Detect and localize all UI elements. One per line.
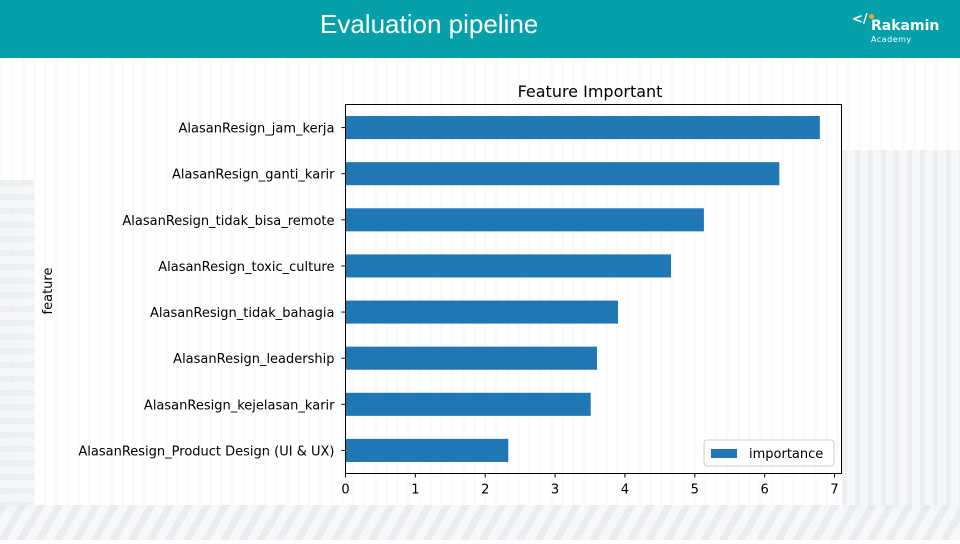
x-tick-label: 1	[411, 483, 419, 498]
bar-3	[345, 254, 672, 278]
y-tick-label: AlasanResign_toxic_culture	[158, 260, 334, 275]
plot-frame	[345, 104, 842, 474]
y-tick-label: AlasanResign_leadership	[173, 352, 334, 367]
slide-header: Evaluation pipeline </ Rakamin Academy	[0, 0, 960, 58]
legend: importance	[703, 439, 835, 467]
x-tick-label: 5	[691, 483, 699, 498]
y-axis-label: feature	[41, 268, 56, 315]
logo-mark-icon: </	[852, 12, 868, 27]
bar-7	[345, 438, 509, 462]
background-building-left	[0, 180, 34, 510]
bar-1	[345, 162, 780, 186]
rakamin-logo: </ Rakamin Academy	[852, 12, 948, 46]
x-tick-label: 0	[341, 483, 349, 498]
y-tick-label: AlasanResign_kejelasan_karir	[144, 398, 335, 413]
logo-name: Rakamin	[871, 18, 940, 34]
chart-container: Feature Important feature AlasanResign_j…	[0, 58, 960, 540]
y-tick-label: AlasanResign_tidak_bahagia	[150, 306, 334, 321]
legend-box	[703, 439, 835, 467]
legend-label: importance	[749, 447, 823, 462]
bar-0	[345, 116, 820, 140]
logo-dot-icon	[869, 14, 874, 19]
x-tick-label: 4	[621, 483, 629, 498]
background-city-bottom	[0, 505, 960, 540]
y-tick-label: AlasanResign_jam_kerja	[179, 122, 335, 137]
bars-group	[345, 116, 820, 462]
x-ticks: 0 1 2 3 4 5 6 7	[341, 473, 839, 498]
slide-title: Evaluation pipeline	[320, 9, 539, 39]
legend-swatch	[711, 449, 737, 458]
chart-title: Feature Important	[518, 82, 663, 101]
background-building-right	[842, 150, 960, 510]
logo-subtitle: Academy	[871, 35, 912, 44]
y-tick-labels: AlasanResign_jam_kerja AlasanResign_ganti…	[78, 122, 346, 459]
x-tick-label: 3	[551, 483, 559, 498]
x-tick-label: 7	[830, 483, 838, 498]
y-tick-label: AlasanResign_Product Design (UI & UX)	[78, 444, 334, 459]
y-tick-label: AlasanResign_ganti_karir	[172, 168, 335, 183]
bar-2	[345, 208, 704, 232]
bar-5	[345, 346, 597, 370]
feature-importance-chart: Feature Important feature AlasanResign_j…	[41, 82, 842, 498]
y-tick-label: AlasanResign_tidak_bisa_remote	[122, 214, 334, 229]
bar-6	[345, 392, 591, 416]
x-tick-label: 6	[761, 483, 769, 498]
bar-4	[345, 300, 618, 324]
x-tick-label: 2	[481, 483, 489, 498]
